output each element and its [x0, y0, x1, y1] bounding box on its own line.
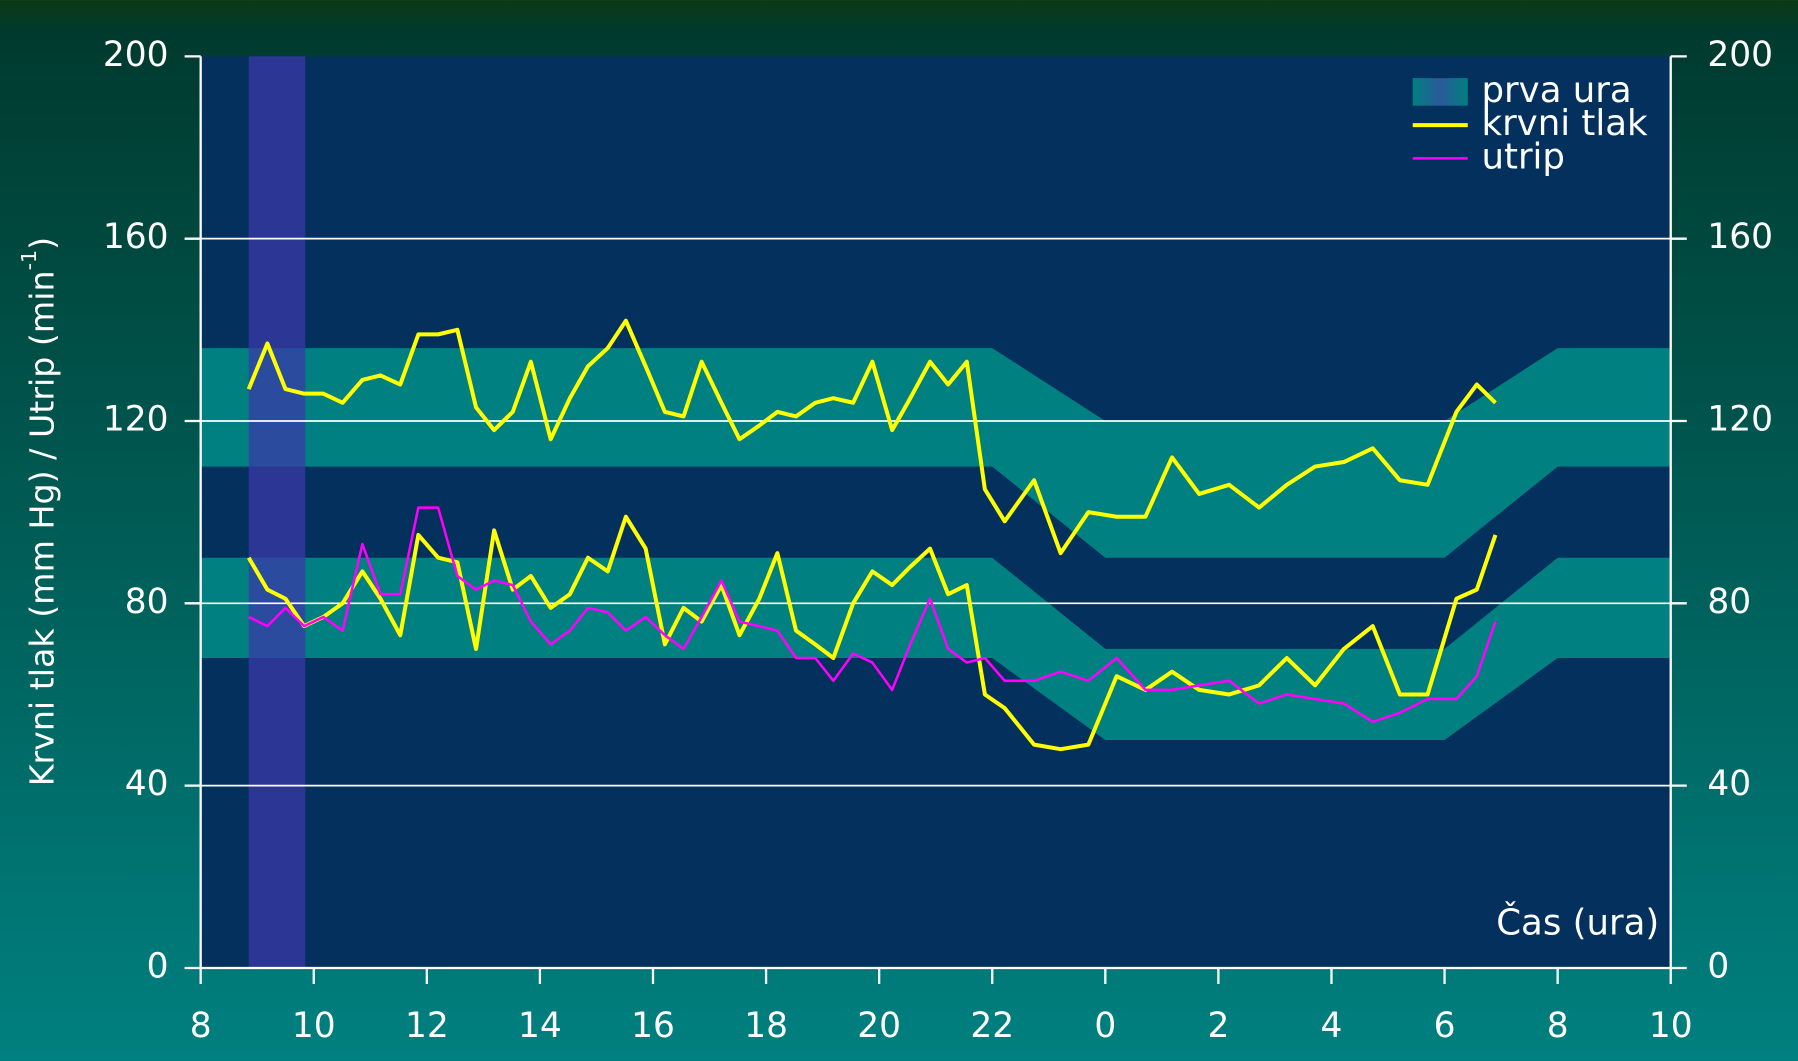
x-tick-label: 22 — [970, 1006, 1014, 1046]
x-tick-label: 16 — [631, 1006, 675, 1046]
y-tick-label: 80 — [125, 582, 169, 622]
highlight-band — [248, 56, 306, 968]
legend-label: krvni tlak — [1482, 103, 1648, 144]
y2-tick-label: 80 — [1707, 582, 1751, 622]
y-axis-title-text: Krvni tlak (mm Hg) / Utrip (min — [22, 270, 61, 786]
legend-label: prva ura — [1482, 70, 1632, 111]
y2-tick-label: 160 — [1707, 217, 1773, 257]
x-tick-label: 18 — [744, 1006, 788, 1046]
x-tick-label: 4 — [1321, 1006, 1343, 1046]
y2-tick-label: 120 — [1707, 399, 1773, 439]
y2-tick-label: 200 — [1707, 35, 1773, 75]
legend-swatch — [1412, 78, 1468, 106]
y-tick-label: 200 — [103, 35, 169, 75]
y-axis-title-sup: -1 — [17, 250, 41, 271]
y2-tick-label: 0 — [1707, 946, 1729, 986]
data-line — [246, 514, 1498, 752]
legend-label: utrip — [1482, 136, 1566, 177]
x-tick-label: 6 — [1434, 1006, 1456, 1046]
y-tick-label: 0 — [147, 946, 169, 986]
x-tick-label: 12 — [405, 1006, 449, 1046]
data-line — [246, 318, 1497, 556]
y-tick-label: 160 — [103, 217, 169, 257]
x-tick-label: 10 — [292, 1006, 336, 1046]
data-line — [248, 506, 1497, 724]
x-axis-title: Čas (ura) — [1496, 901, 1659, 943]
x-tick-label: 2 — [1207, 1006, 1229, 1046]
y-tick-label: 40 — [125, 764, 169, 804]
x-tick-label: 14 — [518, 1006, 562, 1046]
x-tick-label: 8 — [1547, 1006, 1569, 1046]
y-tick-label: 120 — [103, 399, 169, 439]
x-tick-label: 0 — [1094, 1006, 1116, 1046]
x-tick-label: 10 — [1649, 1006, 1693, 1046]
x-tick-label: 8 — [190, 1006, 212, 1046]
y2-tick-label: 40 — [1707, 764, 1751, 804]
y-axis-title: Krvni tlak (mm Hg) / Utrip (min-1) — [17, 237, 61, 786]
x-tick-label: 20 — [857, 1006, 901, 1046]
y-axis-title-end: ) — [22, 237, 61, 250]
